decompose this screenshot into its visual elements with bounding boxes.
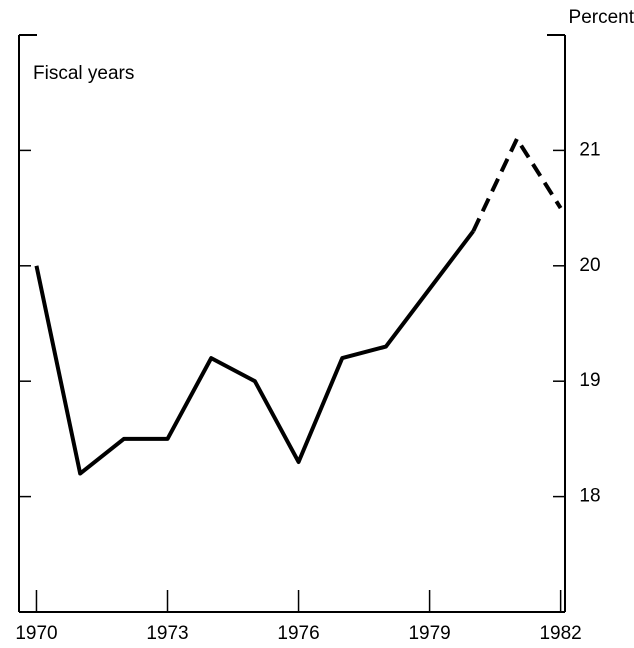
y-tick-label: 19: [579, 370, 600, 391]
annotation: Fiscal years: [33, 63, 134, 84]
x-tick-label: 1982: [539, 623, 581, 644]
y-tick-label: 18: [579, 486, 600, 507]
y-tick-label: 21: [579, 139, 600, 160]
line: [34, 229, 475, 476]
x-tick-label: 1970: [15, 623, 57, 644]
x-tick-label: 1976: [277, 623, 319, 644]
line: [471, 136, 563, 233]
y-tick-label: 20: [579, 255, 600, 276]
x-tick-label: 1973: [146, 623, 188, 644]
y-axis-label: Percent: [569, 7, 634, 28]
x-tick-label: 1979: [408, 623, 450, 644]
